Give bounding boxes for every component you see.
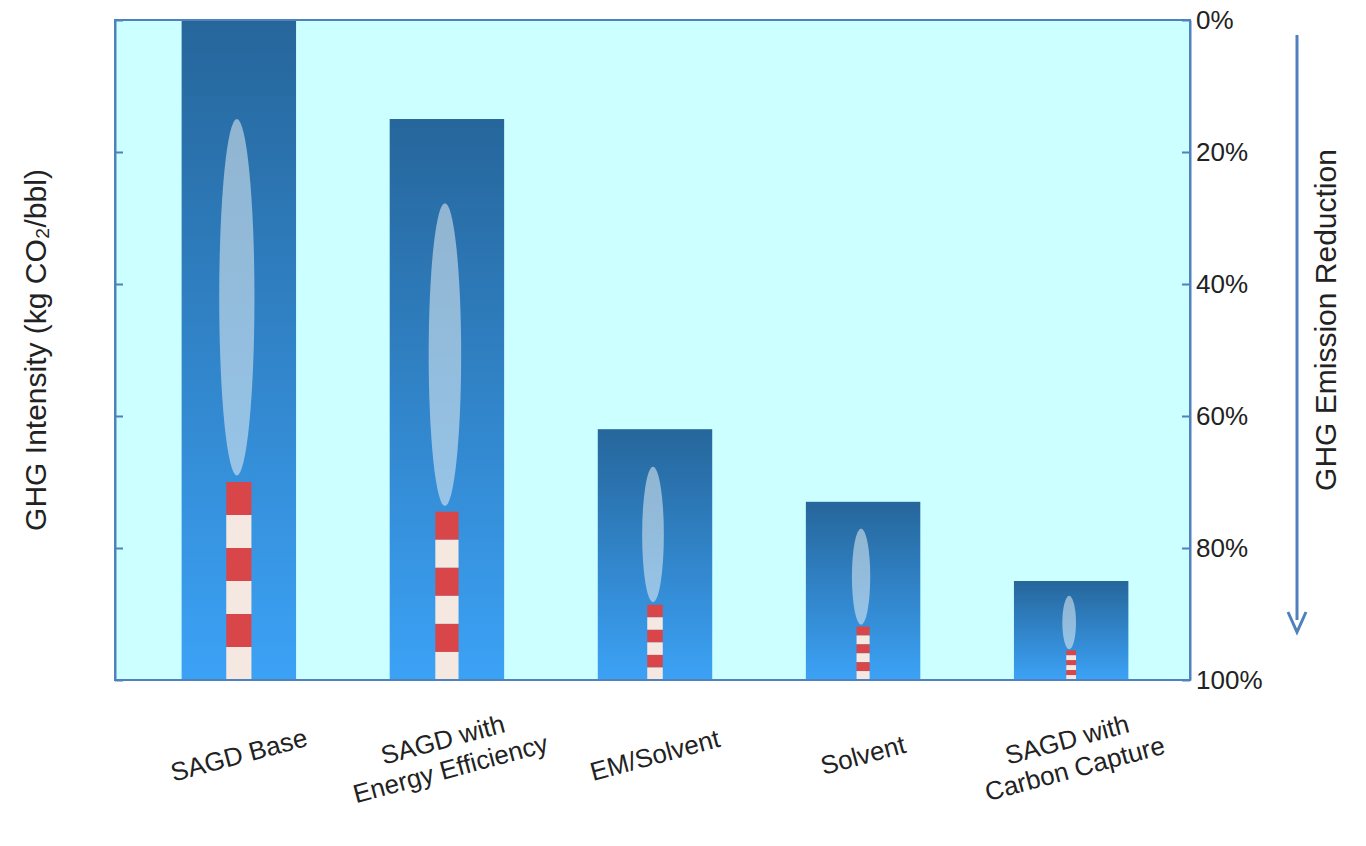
- tick: [115, 548, 123, 549]
- smokestack: [857, 662, 870, 671]
- bar: [1014, 581, 1128, 680]
- smokestack: [647, 605, 663, 618]
- tick-mark: [1182, 284, 1190, 286]
- smokestack: [1066, 655, 1076, 660]
- arrow: [1296, 35, 1299, 620]
- smokestack: [435, 568, 458, 596]
- tick: [115, 284, 123, 285]
- smokestack: [435, 540, 458, 568]
- smoke: [852, 529, 870, 625]
- tick: [115, 20, 123, 21]
- tick: 0%: [1182, 5, 1234, 35]
- plot-background: [115, 20, 1190, 680]
- tick-mark: [115, 416, 123, 418]
- bar: [182, 20, 296, 680]
- category-label: SAGD withCarbon Capture: [974, 701, 1168, 807]
- smokestack: [226, 647, 251, 680]
- tick-mark: [1182, 152, 1190, 154]
- tick-label: 40%: [1196, 269, 1248, 299]
- tick: [115, 416, 123, 417]
- tick-mark: [1182, 548, 1190, 550]
- bar: [390, 119, 504, 680]
- tick: 60%: [1182, 401, 1248, 431]
- tick: 20%: [1182, 137, 1248, 167]
- tick-mark: [1182, 680, 1190, 682]
- smokestack: [647, 630, 663, 643]
- smokestack: [857, 635, 870, 644]
- smoke: [1062, 596, 1076, 649]
- smokestack: [226, 614, 251, 647]
- tick-mark: [1182, 20, 1190, 22]
- category-label: EM/Solvent: [587, 723, 724, 787]
- tick: 80%: [1182, 533, 1248, 563]
- smokestack: [647, 617, 663, 630]
- smokestack: [647, 655, 663, 668]
- axis-title: GHG Emission Reduction: [1309, 149, 1342, 491]
- arrow-head: [1288, 612, 1306, 632]
- tick-label: 60%: [1196, 401, 1248, 431]
- smokestack: [435, 596, 458, 624]
- axis-title: GHG Intensity (kg CO₂/bbl): [19, 169, 52, 531]
- smoke: [429, 203, 461, 506]
- y-axis-left: [115, 21, 123, 681]
- tick-label: 0%: [1196, 5, 1234, 35]
- smokestack: [226, 482, 251, 515]
- smokestack: [435, 652, 458, 680]
- axis-line: [1190, 21, 1192, 681]
- chart: 0% 20% 40% 60% 80% 100% GHG Intensity (kg CO₂/…: [0, 0, 1366, 846]
- smoke: [642, 467, 664, 602]
- smokestack: [1066, 660, 1076, 665]
- tick-label: 20%: [1196, 137, 1248, 167]
- tick-mark: [115, 152, 123, 154]
- y-axis-right: 0% 20% 40% 60% 80% 100%: [1182, 5, 1263, 695]
- smokestack: [226, 548, 251, 581]
- smoke: [219, 119, 254, 475]
- category-label: SAGD withEnergy Efficiency: [342, 699, 551, 809]
- smokestack: [1066, 670, 1076, 675]
- tick-mark: [115, 20, 123, 22]
- tick: 100%: [1182, 665, 1263, 695]
- tick-mark: [115, 548, 123, 550]
- category-label: Solvent: [817, 729, 909, 781]
- tick: [115, 680, 123, 681]
- plot-frame: [115, 20, 1190, 680]
- smokestack: [857, 653, 870, 662]
- category-label: SAGD Base: [167, 722, 310, 787]
- bars: [182, 20, 1129, 680]
- smokestack: [1066, 665, 1076, 670]
- axis-line: [115, 21, 117, 681]
- tick-mark: [115, 284, 123, 286]
- smokestack: [647, 667, 663, 680]
- smokestack: [435, 624, 458, 652]
- smokestack: [857, 671, 870, 680]
- bar: [806, 502, 920, 680]
- smokestack: [857, 627, 870, 636]
- smokestack: [647, 642, 663, 655]
- smokestack: [226, 515, 251, 548]
- tick-mark: [115, 680, 123, 682]
- tick-mark: [1182, 416, 1190, 418]
- tick: [115, 152, 123, 153]
- tick: 40%: [1182, 269, 1248, 299]
- smokestack: [857, 644, 870, 653]
- smokestack: [226, 581, 251, 614]
- tick-label: 80%: [1196, 533, 1248, 563]
- bar: [598, 429, 712, 680]
- smokestack: [1066, 650, 1076, 655]
- tick-label: 100%: [1196, 665, 1263, 695]
- smokestack: [435, 512, 458, 540]
